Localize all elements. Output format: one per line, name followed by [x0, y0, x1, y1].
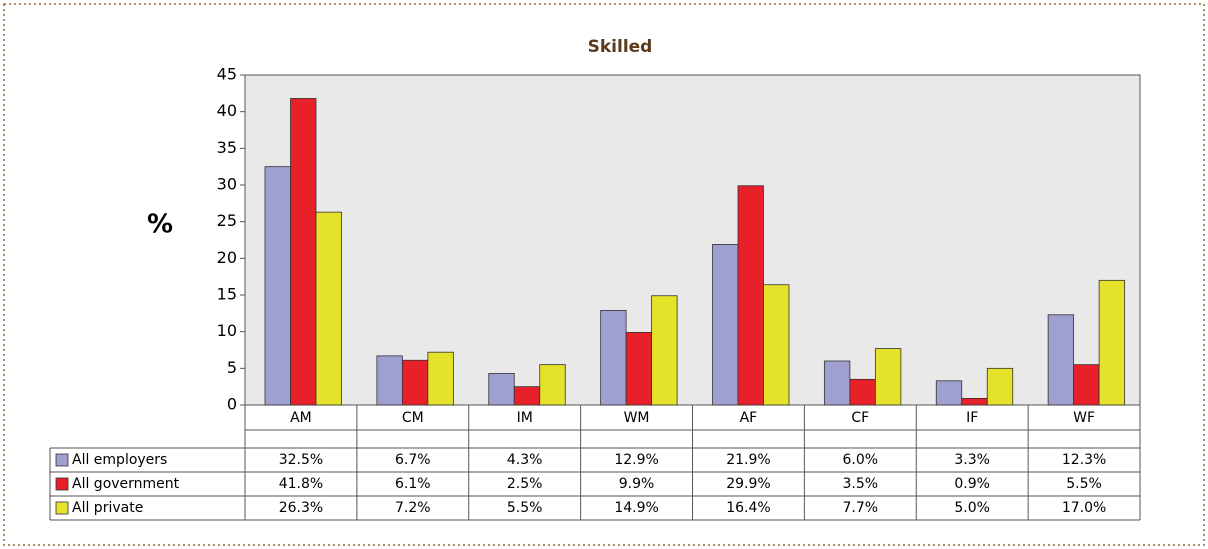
x-tick-label: CM — [402, 410, 424, 426]
chart-title: Skilled — [588, 37, 653, 57]
table-cell: 3.5% — [843, 476, 879, 492]
table-cell: 12.9% — [614, 452, 658, 468]
table-cell: 9.9% — [619, 476, 655, 492]
table-cell: 5.5% — [507, 500, 543, 516]
table-cell: 16.4% — [726, 500, 770, 516]
legend-swatch — [55, 477, 69, 491]
bar — [625, 331, 653, 406]
legend-label: All government — [72, 476, 180, 492]
table-cell: 29.9% — [726, 476, 770, 492]
bar — [315, 211, 342, 406]
legend-label: All employers — [72, 452, 167, 468]
bar — [986, 367, 1014, 406]
bar — [290, 98, 317, 406]
y-tick-label: 40 — [217, 101, 237, 120]
table-cell: 7.2% — [395, 500, 431, 516]
table-cell: 6.0% — [843, 452, 879, 468]
legend-swatch — [55, 453, 69, 467]
bar — [264, 166, 291, 406]
y-tick-label: 0 — [227, 395, 237, 414]
table-cell: 2.5% — [507, 476, 543, 492]
bar — [1047, 314, 1075, 406]
table-cell: 5.0% — [954, 500, 990, 516]
table-cell: 21.9% — [726, 452, 770, 468]
y-tick-label: 10 — [217, 321, 237, 340]
bar — [1098, 279, 1126, 406]
x-tick-label: AM — [290, 410, 312, 426]
bar — [874, 348, 902, 406]
table-cell: 6.7% — [395, 452, 431, 468]
y-tick-label: 30 — [217, 175, 237, 194]
bar — [935, 380, 963, 406]
legend-label: All private — [72, 500, 143, 516]
table-cell: 26.3% — [279, 500, 323, 516]
bar — [961, 397, 988, 406]
x-tick-label: WF — [1073, 410, 1095, 426]
y-tick-label: 20 — [217, 248, 237, 267]
x-tick-label: IF — [966, 410, 978, 426]
legend-swatch — [55, 501, 69, 515]
bar — [488, 373, 515, 406]
y-axis-label: % — [147, 210, 173, 240]
table-cell: 5.5% — [1066, 476, 1102, 492]
y-tick-label: 25 — [217, 211, 237, 230]
bar — [712, 243, 739, 406]
frame — [3, 3, 1205, 546]
table-cell: 41.8% — [279, 476, 323, 492]
bar — [1073, 364, 1100, 406]
bar — [651, 295, 678, 406]
bar — [427, 351, 454, 406]
bar — [763, 284, 790, 406]
table-cell: 3.3% — [954, 452, 990, 468]
x-tick-label: IM — [517, 410, 533, 426]
x-tick-label: CF — [851, 410, 869, 426]
table-cell: 32.5% — [279, 452, 323, 468]
bar — [737, 185, 764, 406]
table-cell: 7.7% — [843, 500, 879, 516]
bar — [600, 309, 627, 406]
y-tick-label: 35 — [217, 138, 237, 157]
bar — [823, 360, 851, 406]
x-tick-label: AF — [740, 410, 758, 426]
table-cell: 12.3% — [1062, 452, 1106, 468]
bar — [376, 355, 403, 406]
bar — [539, 364, 566, 406]
bar — [849, 378, 876, 406]
table-cell: 14.9% — [614, 500, 658, 516]
bar — [513, 386, 541, 406]
plot-area — [244, 74, 1141, 406]
y-tick-label: 45 — [217, 65, 237, 84]
table-cell: 6.1% — [395, 476, 431, 492]
table-cell: 0.9% — [954, 476, 990, 492]
y-tick-label: 5 — [227, 358, 237, 377]
x-tick-label: WM — [624, 410, 650, 426]
table-cell: 17.0% — [1062, 500, 1106, 516]
bar — [401, 359, 429, 406]
y-tick-label: 15 — [217, 285, 237, 304]
table-cell: 4.3% — [507, 452, 543, 468]
